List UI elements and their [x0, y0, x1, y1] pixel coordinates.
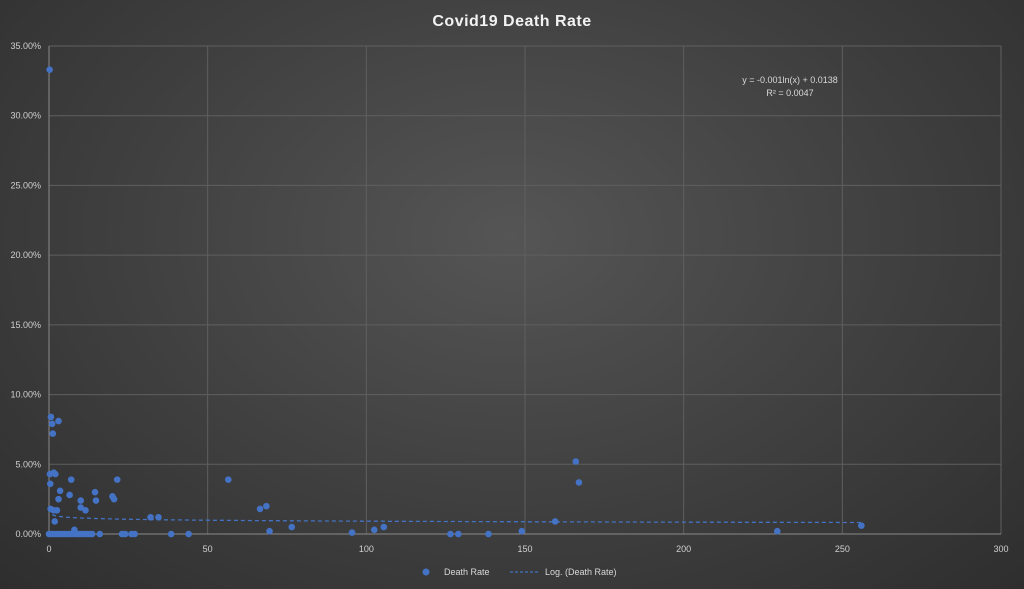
trendline-r-squared: R² = 0.0047: [766, 88, 813, 98]
x-tick-label: 50: [203, 544, 213, 554]
data-point: [82, 506, 89, 514]
data-point: [55, 417, 62, 425]
data-point: [56, 487, 64, 495]
y-tick-label: 15.00%: [10, 320, 41, 330]
x-tick-label: 100: [359, 544, 374, 554]
y-tick-label: 20.00%: [10, 250, 41, 260]
data-point: [46, 480, 54, 488]
data-point: [518, 527, 526, 535]
data-point: [121, 530, 129, 538]
data-point: [55, 495, 62, 503]
y-tick-label: 5.00%: [15, 459, 41, 469]
data-point: [551, 518, 559, 525]
data-point: [66, 491, 73, 499]
y-tick-label: 30.00%: [10, 111, 41, 121]
trendline-equation: y = -0.001ln(x) + 0.0138: [742, 75, 838, 85]
data-point: [575, 479, 583, 486]
data-point: [110, 495, 118, 503]
data-point: [88, 530, 96, 538]
data-point: [773, 527, 781, 535]
log-trendline: [52, 514, 862, 524]
data-point: [47, 413, 55, 421]
data-point: [485, 530, 492, 538]
legend-label-death-rate: Death Rate: [444, 567, 490, 577]
data-point: [155, 513, 162, 521]
data-point: [51, 518, 59, 525]
legend-marker-death-rate: [422, 568, 430, 576]
y-tick-label: 35.00%: [10, 41, 41, 51]
data-point: [49, 430, 57, 437]
data-point: [67, 476, 75, 483]
data-point: [348, 529, 356, 536]
data-point: [46, 66, 53, 74]
data-point: [92, 497, 100, 504]
axes: [48, 46, 1001, 535]
data-point: [48, 420, 56, 428]
x-tick-label: 0: [46, 544, 51, 554]
data-point: [263, 502, 270, 510]
x-tick-label: 300: [993, 544, 1008, 554]
data-point: [266, 527, 273, 535]
gridlines: [49, 45, 1002, 534]
chart-title: Covid19 Death Rate: [432, 13, 591, 30]
x-tick-label: 150: [517, 544, 532, 554]
y-tick-label: 10.00%: [10, 390, 41, 400]
data-point: [447, 530, 454, 538]
data-point: [131, 530, 138, 538]
data-point: [52, 470, 59, 478]
legend-label-trendline: Log. (Death Rate): [545, 567, 617, 577]
x-tick-label: 200: [676, 544, 691, 554]
y-tick-label: 0.00%: [15, 529, 41, 539]
data-point: [224, 476, 232, 483]
data-point: [370, 526, 378, 534]
data-point: [572, 458, 580, 465]
data-point: [256, 505, 264, 513]
data-point: [96, 530, 104, 538]
data-point: [91, 488, 99, 496]
data-point: [380, 523, 388, 531]
data-point: [858, 522, 865, 529]
y-tick-label: 25.00%: [10, 180, 41, 190]
data-point: [185, 530, 192, 538]
data-point: [77, 497, 85, 504]
data-point: [147, 513, 154, 521]
data-points: [45, 66, 865, 538]
data-point: [288, 523, 296, 531]
data-point: [455, 530, 462, 538]
legend: Death Rate Log. (Death Rate): [422, 567, 617, 577]
x-tick-label: 250: [835, 544, 850, 554]
data-point: [113, 476, 121, 483]
data-point: [167, 530, 175, 538]
data-point: [77, 504, 85, 511]
data-point: [53, 506, 61, 514]
y-axis-tick-labels: 0.00% 5.00% 10.00% 15.00% 20.00% 25.00% 30.00%…: [10, 41, 41, 539]
x-axis-tick-labels: 0 50 100 150 200 250 300: [46, 544, 1008, 554]
